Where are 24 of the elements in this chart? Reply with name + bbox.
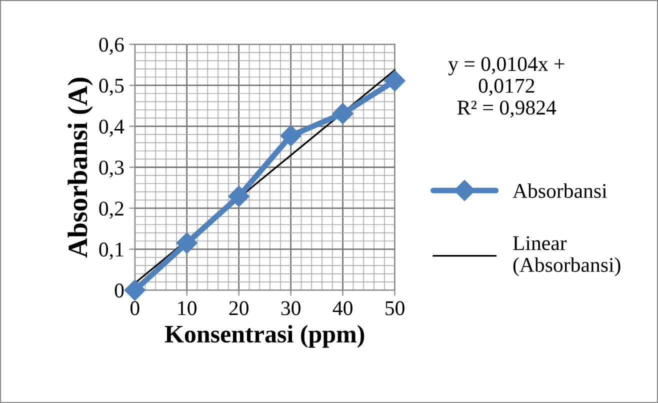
point	[176, 232, 198, 254]
legend-label: Absorbansi	[512, 183, 607, 198]
y-tick-label: 0,1	[99, 242, 124, 260]
x-tick-label: 20	[229, 301, 248, 316]
y-tick-label: 0	[114, 284, 124, 298]
y-tick-label: 0,6	[99, 38, 124, 55]
x-tick-label: 40	[332, 301, 352, 316]
point	[228, 186, 250, 207]
point	[332, 103, 354, 124]
x-tick-label: 50	[386, 301, 404, 316]
y-tick-label: 0,4	[99, 120, 124, 137]
legend-label: Linear (Absorbansi)	[513, 236, 620, 276]
y-tick-label: 0,3	[99, 160, 124, 178]
point	[280, 125, 302, 146]
point	[124, 280, 146, 301]
y-axis-title: Absorbansi (A)	[68, 78, 93, 258]
x-tick-label: 0	[130, 301, 140, 316]
y-tick-label: 0,2	[99, 202, 124, 219]
x-tick-label: 10	[178, 301, 196, 316]
point	[384, 70, 406, 92]
x-tick-label: 30	[281, 301, 300, 316]
x-axis-title: Konsentrasi (ppm)	[164, 325, 364, 348]
text: y = 0,0104x + 0,0172 R² = 0,9824	[448, 56, 564, 118]
y-tick-label: 0,5	[99, 78, 124, 96]
